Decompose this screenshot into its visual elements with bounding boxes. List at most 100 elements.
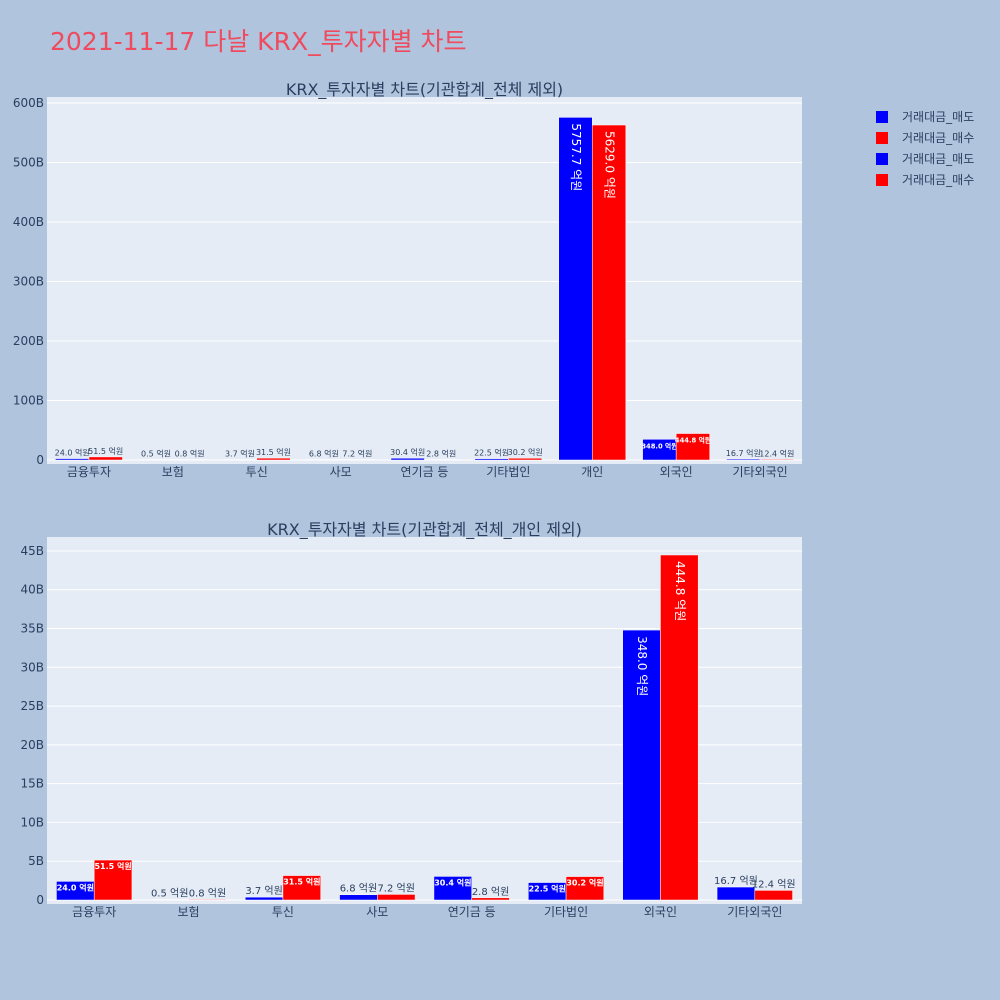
- legend-item-buy-2[interactable]: 거래대금_매수: [876, 169, 974, 190]
- data-label: 24.0 억원: [55, 448, 90, 458]
- legend-item-sell-2[interactable]: 거래대금_매도: [876, 148, 974, 169]
- bar: [471, 897, 510, 901]
- chart-title: KRX_투자자별 차트(기관합계_전체_개인 제외): [267, 520, 582, 540]
- bar: [377, 894, 416, 901]
- bar: [622, 629, 661, 901]
- legend-item-sell-1[interactable]: 거래대금_매도: [876, 106, 974, 127]
- data-label: 22.5 억원: [529, 884, 566, 894]
- y-tick-label: 600B: [13, 96, 44, 110]
- bar: [660, 554, 699, 901]
- x-tick-label: 연기금 등: [401, 465, 449, 479]
- x-tick-label: 사모: [330, 465, 352, 479]
- data-label: 5757.7 억원: [569, 123, 583, 191]
- bar: [754, 890, 793, 901]
- legend-label: 거래대금_매도: [902, 152, 975, 166]
- data-label: 348.0 억원: [635, 636, 649, 696]
- data-label: 6.8 억원: [340, 883, 377, 895]
- bar: [306, 459, 341, 461]
- y-tick-label: 100B: [13, 393, 44, 407]
- bar: [716, 886, 756, 901]
- data-label: 348.0 억원: [641, 441, 677, 450]
- plot-area: [47, 97, 802, 464]
- bar: [150, 899, 189, 901]
- data-label: 12.4 억원: [752, 878, 796, 890]
- data-label: 0.8 억원: [175, 449, 205, 459]
- bar: [172, 459, 207, 461]
- x-tick-label: 투신: [246, 465, 268, 479]
- x-tick-label: 기타법인: [486, 465, 530, 479]
- bar: [474, 458, 509, 461]
- y-tick-label: 200B: [13, 334, 44, 348]
- data-label: 31.5 억원: [283, 877, 320, 887]
- data-label: 2.8 억원: [472, 886, 509, 898]
- y-tick-label: 10B: [20, 815, 44, 829]
- y-tick-label: 25B: [20, 699, 44, 713]
- legend-swatch: [876, 152, 888, 165]
- data-label: 22.5 억원: [474, 448, 509, 458]
- x-tick-label: 개인: [581, 465, 603, 479]
- bar: [508, 457, 543, 461]
- bar: [726, 458, 761, 461]
- data-label: 30.2 억원: [566, 878, 603, 888]
- legend-label: 거래대금_매수: [902, 131, 975, 145]
- data-label: 0.8 억원: [189, 887, 226, 899]
- x-tick-label: 기타법인: [544, 905, 588, 919]
- legend-swatch: [876, 131, 888, 144]
- legend-label: 거래대금_매수: [902, 173, 975, 187]
- bar: [88, 456, 123, 461]
- data-label: 0.5 억원: [141, 449, 171, 459]
- x-tick-label: 투신: [272, 905, 294, 919]
- chart-title: KRX_투자자별 차트(기관합계_전체 제외): [286, 80, 563, 100]
- data-label: 3.7 억원: [245, 885, 282, 897]
- bar: [390, 457, 425, 461]
- bar: [256, 457, 291, 461]
- bar: [558, 117, 593, 461]
- data-label: 51.5 억원: [94, 861, 131, 871]
- data-label: 7.2 억원: [377, 882, 414, 894]
- y-tick-label: 30B: [20, 660, 44, 674]
- bar: [222, 459, 257, 461]
- x-tick-label: 기타외국인: [727, 905, 782, 919]
- bar: [139, 459, 174, 461]
- data-label: 51.5 억원: [88, 446, 123, 456]
- data-label: 0.5 억원: [151, 888, 188, 900]
- data-label: 31.5 억원: [256, 447, 291, 457]
- data-label: 30.4 억원: [390, 447, 425, 457]
- data-label: 30.4 억원: [434, 877, 471, 887]
- y-tick-label: 35B: [20, 622, 44, 636]
- data-label: 7.2 억원: [342, 449, 372, 459]
- x-tick-label: 외국인: [644, 905, 677, 919]
- data-label: 444.8 억원: [675, 436, 711, 445]
- legend-item-buy-1[interactable]: 거래대금_매수: [876, 127, 974, 148]
- bar: [282, 875, 321, 901]
- y-tick-label: 0: [36, 453, 44, 467]
- bar: [188, 899, 227, 901]
- y-tick-label: 15B: [20, 777, 44, 791]
- bar: [592, 124, 627, 461]
- y-tick-label: 20B: [20, 738, 44, 752]
- legend[interactable]: 거래대금_매도 거래대금_매수 거래대금_매도 거래대금_매수: [876, 106, 974, 190]
- x-tick-label: 금융투자: [67, 465, 111, 479]
- x-tick-label: 사모: [366, 905, 388, 919]
- data-label: 2.8 억원: [426, 449, 456, 459]
- data-label: 16.7 억원: [714, 875, 758, 887]
- legend-swatch: [876, 173, 888, 186]
- bar: [93, 859, 133, 901]
- data-label: 444.8 억원: [673, 561, 687, 621]
- x-tick-label: 외국인: [660, 465, 693, 479]
- data-label: 12.4 억원: [759, 448, 794, 458]
- bar: [55, 458, 90, 461]
- bar: [759, 459, 794, 461]
- y-tick-label: 45B: [20, 544, 44, 558]
- y-tick-label: 300B: [13, 274, 44, 288]
- x-tick-label: 금융투자: [72, 905, 116, 919]
- legend-label: 거래대금_매도: [902, 110, 975, 124]
- bar: [565, 876, 605, 901]
- data-label: 5629.0 억원: [603, 131, 617, 199]
- data-label: 30.2 억원: [508, 447, 543, 457]
- bar: [244, 896, 284, 901]
- y-tick-label: 40B: [20, 583, 44, 597]
- y-tick-label: 400B: [13, 215, 44, 229]
- x-tick-label: 보험: [178, 905, 200, 919]
